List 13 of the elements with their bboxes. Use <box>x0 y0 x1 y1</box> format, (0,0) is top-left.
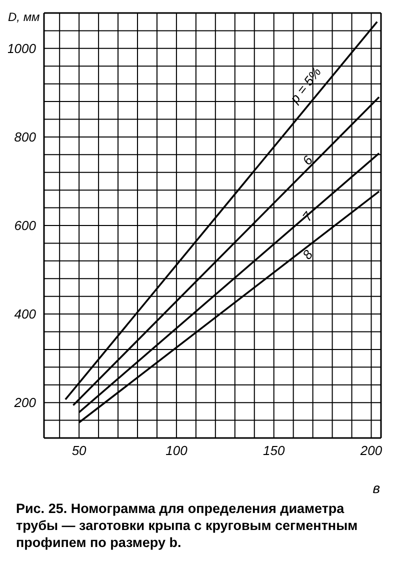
x-tick-label: 200 <box>359 443 383 458</box>
text: 6 <box>299 152 316 168</box>
x-tick-label: 50 <box>72 443 88 458</box>
text: Рис. 25. Номограмма для определения диаметра трубы — заготовки крыпа с круговым сегментным профипем по размеру b. <box>16 500 359 551</box>
x-axis-title: в <box>372 480 381 496</box>
y-tick-label: 600 <box>14 218 37 234</box>
y-tick-label: 200 <box>13 395 37 410</box>
x-tick-label: 150 <box>263 443 286 458</box>
y-axis-title: D, мм <box>8 10 40 24</box>
y-tick-label: 800 <box>14 130 37 145</box>
x-tick-label: 100 <box>166 443 188 458</box>
y-tick-label: 400 <box>14 306 37 322</box>
text: 8 <box>299 246 316 262</box>
